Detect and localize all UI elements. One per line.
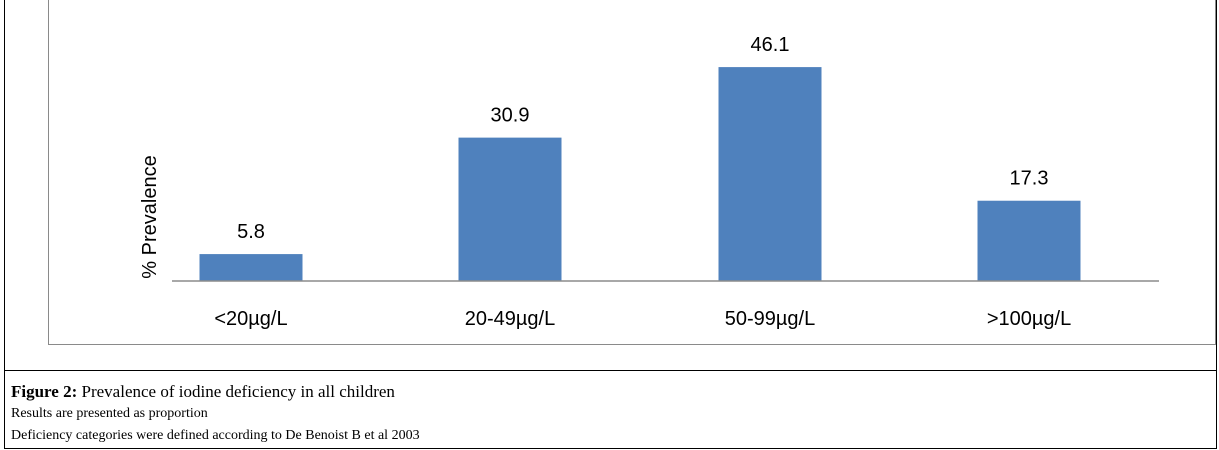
bar xyxy=(458,137,562,281)
data-label: 5.8 xyxy=(237,221,265,243)
category-label: <20µg/L xyxy=(214,308,287,330)
category-label: >100µg/L xyxy=(987,308,1071,330)
data-label: 17.3 xyxy=(1010,168,1049,190)
figure-caption: Figure 2: Prevalence of iodine deficienc… xyxy=(11,381,1211,447)
bar xyxy=(199,254,303,281)
caption-title-line: Figure 2: Prevalence of iodine deficienc… xyxy=(11,381,1211,403)
caption-note: Results are presented as proportion xyxy=(11,406,208,421)
bar-chart: % Prevalence 5.8 30.9 46.1 17.3 <20µg/L 20-4… xyxy=(139,34,1159,330)
bar xyxy=(977,200,1081,281)
figure-title: Prevalence of iodine deficiency in all c… xyxy=(77,382,395,401)
data-label: 46.1 xyxy=(751,34,790,56)
category-labels-group: <20µg/L 20-49µg/L 50-99µg/L >100µg/L xyxy=(214,308,1071,330)
bar xyxy=(718,67,822,281)
figure-label: Figure 2: xyxy=(11,382,78,401)
caption-note: Deficiency categories were defined accor… xyxy=(11,428,420,443)
chart-area xyxy=(48,0,1216,345)
data-label: 30.9 xyxy=(491,105,530,127)
figure-frame xyxy=(4,0,1217,449)
bars-group xyxy=(199,67,1081,281)
category-label: 50-99µg/L xyxy=(725,308,815,330)
caption-divider xyxy=(4,370,1217,371)
value-labels-group: 5.8 30.9 46.1 17.3 xyxy=(237,34,1048,243)
y-axis-label: % Prevalence xyxy=(139,155,161,278)
category-label: 20-49µg/L xyxy=(465,308,555,330)
